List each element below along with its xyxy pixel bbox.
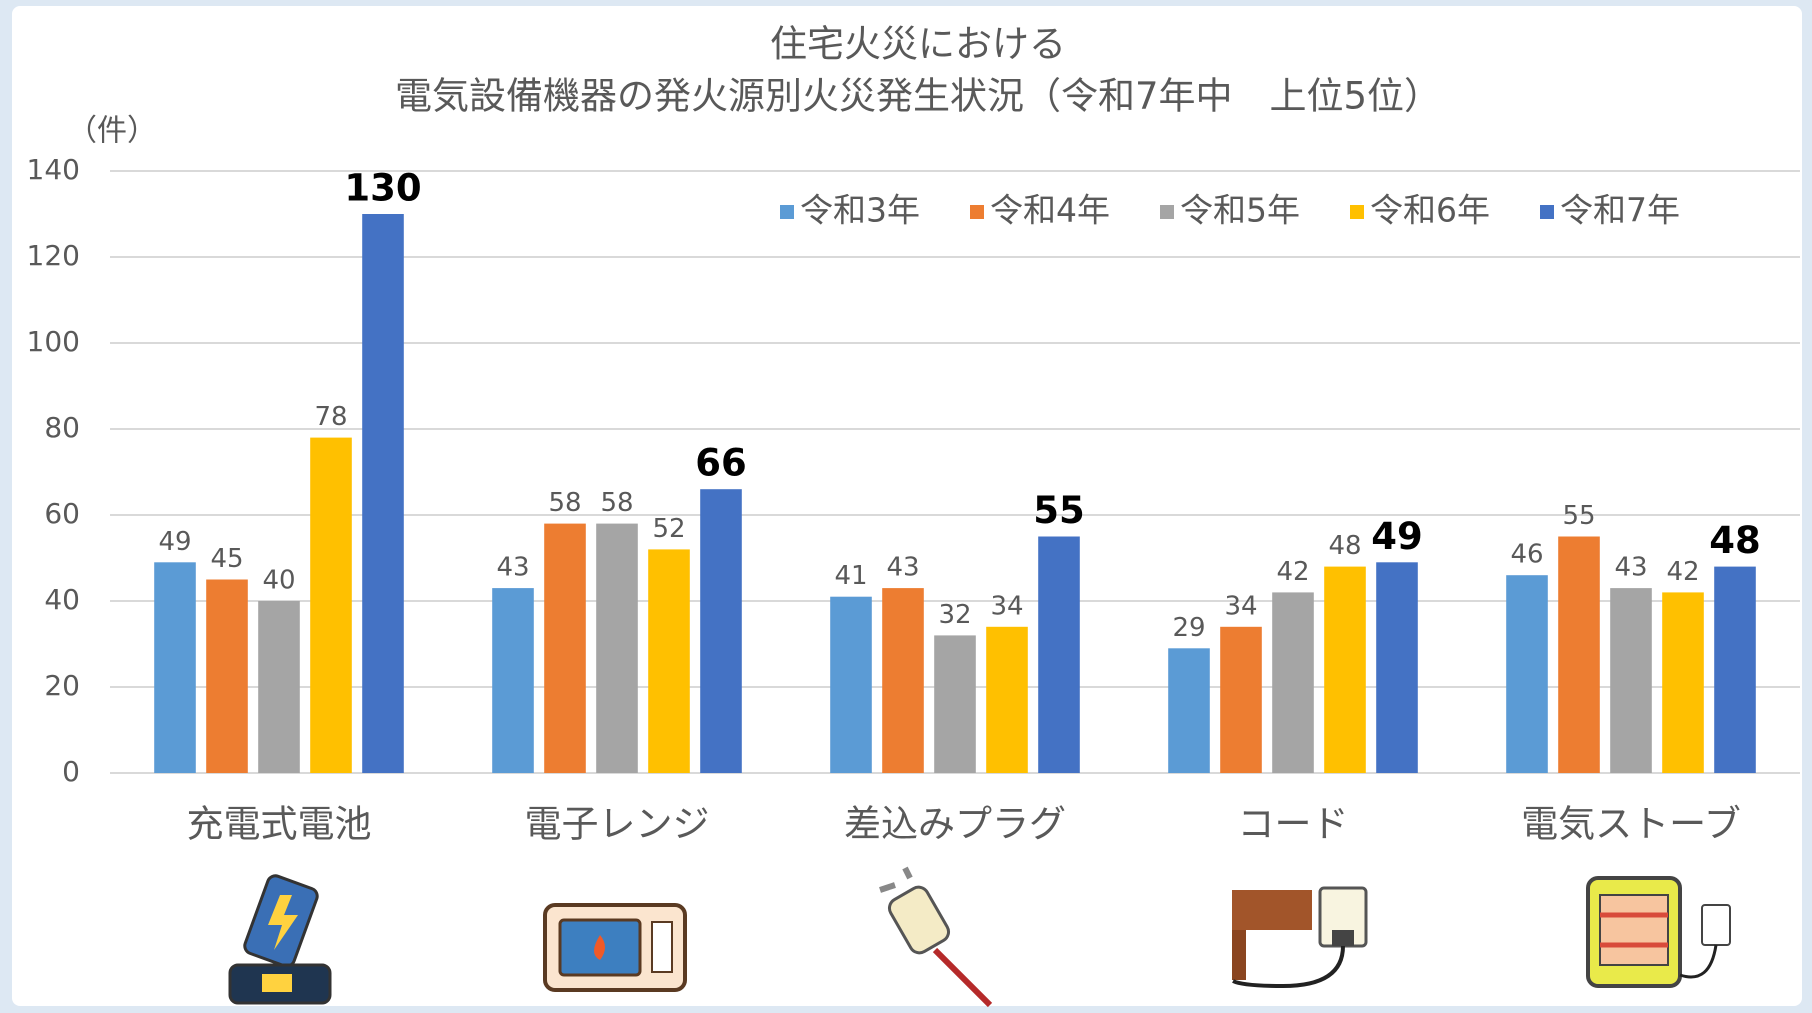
value-label: 78: [314, 402, 347, 432]
bar: [362, 214, 404, 773]
bar: [1558, 537, 1600, 774]
bar: [544, 524, 586, 773]
value-label: 43: [1614, 553, 1647, 583]
y-tick-label: 120: [27, 239, 80, 272]
bar: [258, 601, 300, 773]
value-label: 41: [834, 561, 867, 591]
bar: [1324, 567, 1366, 773]
chart: 住宅火災における 電気設備機器の発火源別火災発生状況（令和7年中 上位5位） （…: [0, 0, 1812, 1013]
chart-title: 住宅火災における: [770, 23, 1066, 66]
legend-swatch: [780, 205, 794, 219]
y-tick-label: 80: [44, 411, 80, 444]
legend-label: 令和5年: [1180, 191, 1300, 230]
legend-swatch: [1540, 205, 1554, 219]
bar: [700, 489, 742, 773]
chart-subtitle: 電気設備機器の発火源別火災発生状況（令和7年中 上位5位）: [395, 75, 1441, 118]
bar: [492, 588, 534, 773]
bar: [1376, 562, 1418, 773]
value-label: 130: [344, 167, 421, 210]
value-label: 29: [1172, 613, 1205, 643]
value-label: 40: [262, 566, 295, 596]
bar: [934, 635, 976, 773]
bar: [1272, 592, 1314, 773]
legend-label: 令和6年: [1370, 191, 1490, 230]
legend-swatch: [1160, 205, 1174, 219]
legend-swatch: [1350, 205, 1364, 219]
x-tick-label: 充電式電池: [187, 803, 372, 846]
y-tick-label: 60: [44, 497, 80, 530]
bar: [648, 549, 690, 773]
bar: [1220, 627, 1262, 773]
value-label: 66: [695, 442, 747, 485]
value-label: 49: [1371, 515, 1423, 558]
bar: [596, 524, 638, 773]
bar: [154, 562, 196, 773]
bar: [206, 580, 248, 774]
y-tick-label: 140: [27, 153, 80, 186]
value-label: 34: [990, 591, 1023, 621]
value-label: 55: [1033, 489, 1085, 532]
legend-label: 令和7年: [1560, 191, 1680, 230]
value-label: 58: [548, 488, 581, 518]
value-label: 43: [886, 553, 919, 583]
x-tick-label: 差込みプラグ: [844, 803, 1066, 846]
bar: [986, 627, 1028, 773]
bar: [882, 588, 924, 773]
value-label: 48: [1328, 531, 1361, 561]
legend-swatch: [970, 205, 984, 219]
y-tick-label: 40: [44, 583, 80, 616]
value-label: 58: [600, 488, 633, 518]
value-label: 32: [938, 600, 971, 630]
bar: [830, 597, 872, 773]
value-label: 48: [1709, 519, 1761, 562]
value-label: 43: [496, 553, 529, 583]
value-label: 42: [1276, 557, 1309, 587]
y-tick-label: 100: [27, 325, 80, 358]
y-unit: （件）: [67, 114, 157, 149]
legend-label: 令和4年: [990, 191, 1110, 230]
value-label: 49: [158, 527, 191, 557]
bar: [1662, 592, 1704, 773]
icon-microwave: [545, 905, 685, 990]
value-label: 34: [1224, 591, 1257, 621]
bar: [1610, 588, 1652, 773]
bar: [310, 438, 352, 773]
value-label: 45: [210, 544, 243, 574]
x-tick-label: コード: [1238, 803, 1349, 846]
x-tick-label: 電気ストーブ: [1521, 803, 1741, 846]
x-tick-label: 電子レンジ: [525, 803, 710, 846]
bar: [1506, 575, 1548, 773]
y-tick-label: 20: [44, 669, 80, 702]
panel: [12, 6, 1802, 1006]
value-label: 52: [652, 514, 685, 544]
value-label: 55: [1562, 501, 1595, 531]
y-tick-label: 0: [62, 755, 80, 788]
value-label: 42: [1666, 557, 1699, 587]
bar: [1168, 648, 1210, 773]
legend-label: 令和3年: [800, 191, 920, 230]
bar: [1038, 537, 1080, 774]
bar: [1714, 567, 1756, 773]
value-label: 46: [1510, 540, 1543, 570]
